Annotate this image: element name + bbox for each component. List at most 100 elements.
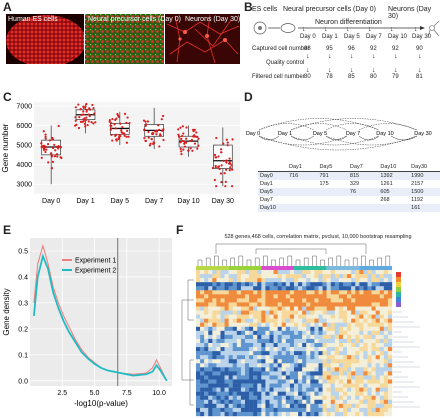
data-point	[93, 112, 96, 115]
graph-node-2: Day 5	[313, 131, 327, 137]
table-row: Day0 716 791 815 1392 1990	[258, 171, 440, 180]
b-row-label-1: Quality control	[266, 60, 305, 66]
plot-background	[30, 238, 172, 386]
data-point	[155, 133, 158, 136]
data-point	[42, 148, 46, 152]
table-cell: 76	[349, 189, 357, 195]
x-tick-label: 5.0	[90, 390, 100, 397]
graph-edge	[258, 123, 315, 131]
data-point	[90, 121, 93, 124]
data-point	[119, 122, 122, 125]
data-point	[77, 126, 81, 130]
data-point	[83, 117, 86, 120]
es-cells-image	[6, 14, 84, 64]
b-day-5: Day 30	[412, 34, 432, 40]
table-cell: 716	[288, 173, 299, 179]
panel-b-letter: B	[244, 0, 253, 14]
data-point	[126, 129, 129, 133]
b-cell-2-0: 80	[304, 74, 311, 80]
table-cell: 1192	[411, 197, 423, 203]
precursor-cell-icon	[280, 23, 296, 33]
panel-e-letter: E	[3, 223, 12, 237]
data-point	[82, 110, 85, 113]
graph-edge	[325, 135, 418, 146]
data-point	[231, 168, 234, 171]
data-point	[180, 150, 183, 153]
down-arrow-icon: ↓	[306, 67, 310, 74]
data-point	[125, 135, 128, 138]
table-cell: 1990	[411, 173, 424, 179]
table-cell	[287, 188, 317, 196]
data-point	[228, 169, 231, 172]
down-arrow-icon: ↓	[418, 53, 422, 60]
y-tick-label: 5000	[16, 143, 32, 150]
data-point	[77, 103, 80, 106]
data-point	[225, 138, 228, 141]
data-point	[220, 148, 223, 151]
arrow-head-icon	[420, 26, 425, 30]
data-point	[187, 149, 190, 152]
graph-edge	[325, 135, 348, 141]
left-dendrogram	[181, 279, 194, 406]
heatmap-title: 528 genes,468 cells, correlation matrix,…	[224, 234, 412, 240]
data-point	[86, 124, 89, 127]
data-point	[79, 120, 83, 123]
table-cell: 605	[380, 189, 390, 195]
density-chart: 0.0 0.1 0.2 0.3 0.4 0.5 2.5 5.0 7.5 10.0 Experimen…	[2, 238, 172, 408]
data-point	[220, 151, 223, 154]
neurons-image	[165, 14, 240, 64]
data-point	[181, 135, 184, 138]
data-point	[229, 166, 232, 169]
legend-label-0: Experiment 1	[75, 258, 116, 265]
graph-edge	[325, 123, 380, 131]
data-point	[78, 116, 81, 119]
box-5	[213, 144, 233, 169]
graph-edge	[290, 135, 380, 146]
data-point	[42, 146, 45, 149]
data-point	[162, 128, 165, 131]
day-arrow-icon: ↓	[414, 26, 418, 33]
graph-node-3: Day 7	[346, 131, 360, 137]
data-point	[114, 127, 117, 130]
data-point	[127, 135, 130, 138]
data-point	[40, 145, 43, 149]
table-header: Day5	[317, 163, 348, 172]
data-point	[83, 122, 86, 125]
data-point	[158, 128, 161, 131]
graph-edge	[290, 135, 315, 141]
data-point	[144, 123, 148, 126]
table-row: Day10 161	[258, 204, 440, 212]
graph-node-4: Day 10	[376, 131, 393, 137]
data-point	[179, 141, 182, 144]
label-precursor-day0: Neural precursor cells (Day 0)	[88, 16, 181, 23]
data-point	[84, 119, 87, 122]
label-human-es-cells: Human ES cells	[8, 16, 58, 23]
b-label-precursor: Neural precursor cells (Day 0)	[283, 6, 376, 13]
cluster-color-0	[196, 266, 229, 270]
panel-c-letter: C	[3, 90, 12, 104]
data-point	[74, 106, 77, 109]
data-point	[92, 122, 95, 125]
data-point	[53, 143, 56, 146]
data-point	[155, 129, 159, 133]
data-point	[57, 147, 60, 150]
legend-color-2	[396, 282, 401, 287]
data-point	[88, 114, 91, 118]
gene-number-boxplot: 3000 4000 5000 6000 7000 Gene number Day 0 Day …	[1, 102, 240, 205]
x-tick-label: 2.5	[57, 390, 67, 397]
graph-edge	[358, 123, 418, 131]
table-header: Day7	[347, 163, 379, 172]
data-point	[230, 164, 233, 167]
data-point	[125, 121, 128, 124]
data-point	[92, 106, 95, 110]
y-tick-label: 3000	[16, 182, 32, 189]
day-arrow-icon: ↓	[346, 26, 350, 33]
data-point	[109, 128, 112, 131]
data-point	[44, 145, 47, 148]
data-point	[51, 160, 55, 163]
data-point	[144, 120, 147, 123]
data-point	[126, 116, 129, 119]
down-arrow-icon: ↓	[418, 67, 422, 74]
x-tick-label: Day 30	[212, 198, 234, 205]
down-arrow-icon: ↓	[394, 53, 398, 60]
